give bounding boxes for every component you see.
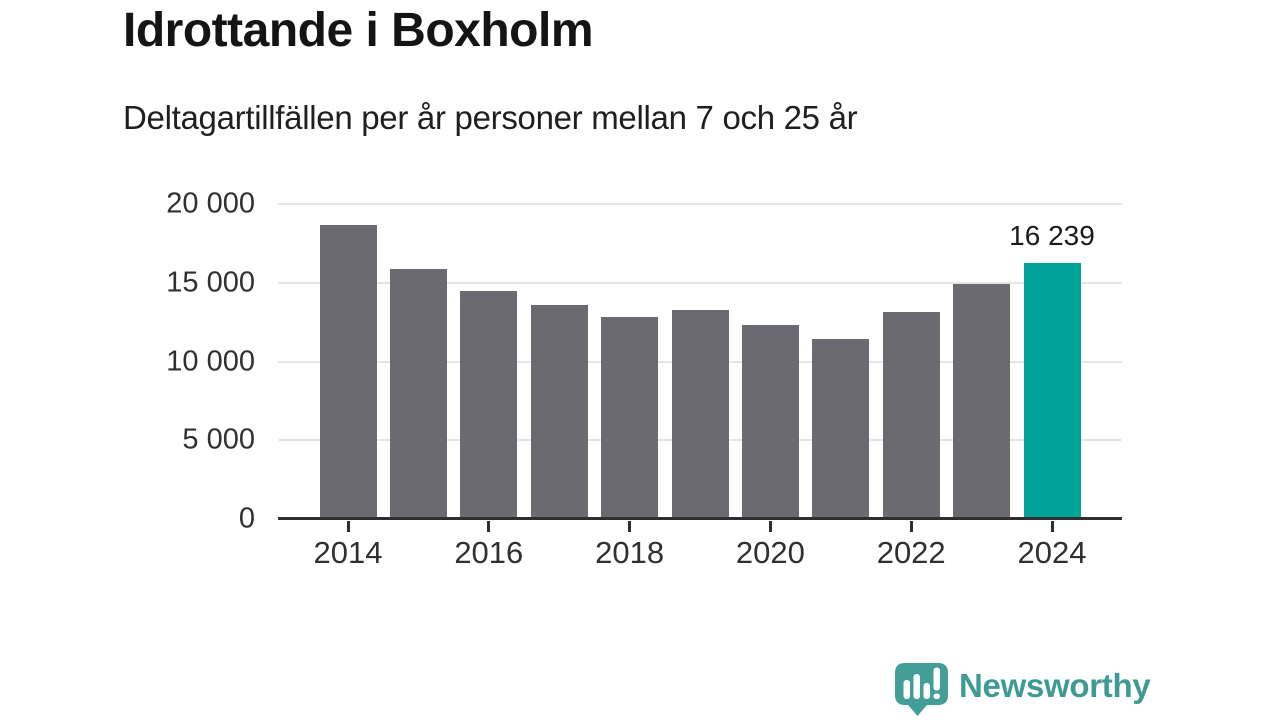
- y-tick-label-5000: 5 000: [182, 423, 255, 456]
- chart-subtitle: Deltagartillfällen per år personer mella…: [123, 99, 858, 136]
- bar-glyph-3: [923, 683, 930, 699]
- x-tick-label-2022: 2022: [876, 535, 946, 570]
- bar-2024: [1023, 263, 1081, 519]
- newsworthy-logo-icon: [895, 663, 948, 716]
- brand-footer: Newsworthy: [895, 663, 1151, 716]
- bar-2019: [671, 310, 729, 519]
- brand-name: Newsworthy: [959, 667, 1151, 704]
- x-tick-label-2018: 2018: [595, 535, 665, 570]
- bar-2017: [530, 305, 588, 519]
- x-tick-2022: [909, 521, 913, 532]
- exclamation-bar-glyph: [933, 667, 940, 691]
- speech-bubble-shape: [895, 663, 948, 716]
- y-tick-label-20000: 20 000: [166, 187, 255, 220]
- x-tick-label-2020: 2020: [735, 535, 805, 570]
- bar-2016: [460, 291, 518, 519]
- x-tick-2014: [346, 521, 350, 532]
- x-tick-2024: [1050, 521, 1054, 532]
- bar-2020: [741, 325, 799, 519]
- bar-2022: [882, 312, 940, 519]
- x-tick-label-2024: 2024: [1017, 535, 1087, 570]
- bar-2015: [389, 269, 447, 519]
- x-tick-label-2016: 2016: [454, 535, 524, 570]
- chart-title: Idrottande i Boxholm: [123, 4, 594, 57]
- highlight-value-label: 16 239: [1009, 220, 1095, 251]
- x-tick-2020: [768, 521, 772, 532]
- bar-2021: [812, 339, 870, 519]
- exclamation-dot-glyph: [933, 693, 940, 699]
- y-tick-label-0: 0: [238, 502, 255, 535]
- gridline-15000: [278, 281, 1122, 284]
- bar-2023: [953, 284, 1011, 519]
- x-tick-2018: [628, 521, 632, 532]
- bar-glyph-1: [903, 680, 910, 699]
- gridline-20000: [278, 203, 1122, 205]
- y-tick-label-15000: 15 000: [166, 266, 255, 299]
- x-tick-label-2014: 2014: [313, 535, 383, 570]
- bar-glyph-2: [913, 674, 920, 699]
- x-tick-2016: [487, 521, 491, 532]
- plot-area: 16 239: [278, 203, 1122, 532]
- bar-2014: [319, 225, 377, 519]
- bar-2018: [601, 317, 659, 519]
- x-axis-line: [278, 517, 1122, 520]
- y-tick-label-10000: 10 000: [166, 345, 255, 377]
